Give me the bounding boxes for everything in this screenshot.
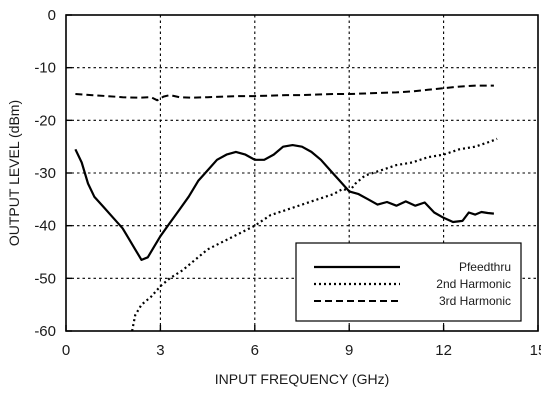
y-tick-label: -60	[34, 323, 56, 340]
y-tick-label: -20	[34, 112, 56, 129]
x-axis-title: INPUT FREQUENCY (GHz)	[215, 371, 390, 387]
y-tick-label: -50	[34, 270, 56, 287]
x-tick-label: 12	[435, 342, 452, 359]
series-line-1	[74, 144, 495, 261]
series-line-3	[75, 84, 494, 102]
legend-box	[295, 242, 522, 322]
legend-entries: Pfeedthru 2nd Harmonic 3rd Harmonic	[314, 260, 511, 308]
legend: Pfeedthru 2nd Harmonic 3rd Harmonic	[295, 242, 522, 322]
legend-label-1: Pfeedthru	[459, 260, 511, 274]
y-tick-label: -10	[34, 60, 56, 77]
y-axis-title: OUTPUT LEVEL (dBm)	[6, 100, 22, 246]
x-tick-label: 9	[345, 342, 353, 359]
x-tick-label: 6	[251, 342, 259, 359]
grid	[66, 15, 538, 331]
series-line-2	[131, 137, 498, 332]
x-tick-label: 15	[530, 342, 541, 359]
x-tick-label: 3	[156, 342, 164, 359]
y-tick-label: -40	[34, 218, 56, 235]
ticks	[65, 14, 539, 332]
x-tick-label: 0	[62, 342, 70, 359]
y-tick-label: -30	[34, 165, 56, 182]
series-layer	[74, 84, 498, 332]
legend-label-3: 3rd Harmonic	[439, 294, 511, 308]
y-tick-label: 0	[48, 7, 56, 24]
tick-labels: 0 3 6 9 12 15 0 -10 -20 -30 -40 -50 -60	[34, 7, 541, 359]
legend-label-2: 2nd Harmonic	[436, 277, 511, 291]
